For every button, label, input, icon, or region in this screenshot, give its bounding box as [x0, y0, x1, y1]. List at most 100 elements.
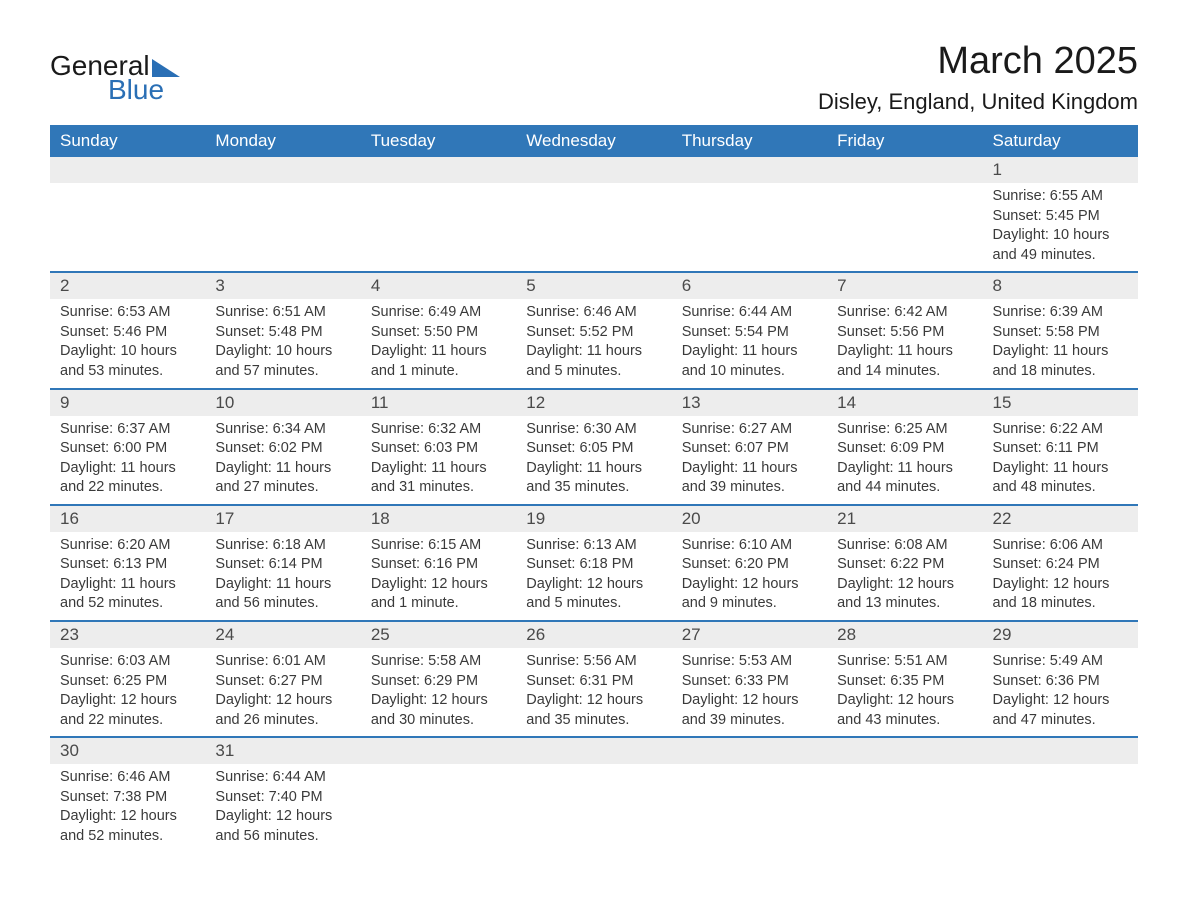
sunrise-text: Sunrise: 6:42 AM [837, 303, 972, 323]
sunrise-text: Sunrise: 6:39 AM [993, 303, 1128, 323]
daylight-text-line2: and 26 minutes. [215, 711, 350, 731]
day-details: Sunrise: 6:13 AMSunset: 6:18 PMDaylight:… [516, 532, 671, 620]
day-number: 13 [672, 390, 827, 416]
sunrise-text: Sunrise: 6:06 AM [993, 536, 1128, 556]
day-details: Sunrise: 6:15 AMSunset: 6:16 PMDaylight:… [361, 532, 516, 620]
daylight-text-line2: and 10 minutes. [682, 362, 817, 382]
sunrise-text: Sunrise: 6:20 AM [60, 536, 195, 556]
daylight-text-line2: and 39 minutes. [682, 478, 817, 498]
daylight-text-line2: and 56 minutes. [215, 827, 350, 847]
day-details: Sunrise: 6:01 AMSunset: 6:27 PMDaylight:… [205, 648, 360, 736]
daylight-text-line2: and 39 minutes. [682, 711, 817, 731]
calendar-day-cell: 28Sunrise: 5:51 AMSunset: 6:35 PMDayligh… [827, 621, 982, 737]
sunset-text: Sunset: 6:18 PM [526, 555, 661, 575]
day-number: 31 [205, 738, 360, 764]
calendar-day-cell: 8Sunrise: 6:39 AMSunset: 5:58 PMDaylight… [983, 272, 1138, 388]
day-number: 30 [50, 738, 205, 764]
sunrise-text: Sunrise: 6:49 AM [371, 303, 506, 323]
calendar-day-cell: 23Sunrise: 6:03 AMSunset: 6:25 PMDayligh… [50, 621, 205, 737]
calendar-day-cell: 25Sunrise: 5:58 AMSunset: 6:29 PMDayligh… [361, 621, 516, 737]
empty-day-number-bar [827, 157, 982, 183]
calendar-day-cell: 15Sunrise: 6:22 AMSunset: 6:11 PMDayligh… [983, 389, 1138, 505]
sunset-text: Sunset: 6:24 PM [993, 555, 1128, 575]
day-number: 6 [672, 273, 827, 299]
daylight-text-line2: and 52 minutes. [60, 594, 195, 614]
day-number: 12 [516, 390, 671, 416]
calendar-day-cell: 5Sunrise: 6:46 AMSunset: 5:52 PMDaylight… [516, 272, 671, 388]
sunset-text: Sunset: 6:36 PM [993, 672, 1128, 692]
day-number: 27 [672, 622, 827, 648]
calendar-day-cell: 7Sunrise: 6:42 AMSunset: 5:56 PMDaylight… [827, 272, 982, 388]
daylight-text-line2: and 5 minutes. [526, 594, 661, 614]
daylight-text-line2: and 35 minutes. [526, 711, 661, 731]
calendar-day-cell: 26Sunrise: 5:56 AMSunset: 6:31 PMDayligh… [516, 621, 671, 737]
month-title: March 2025 [818, 40, 1138, 83]
sunrise-text: Sunrise: 6:13 AM [526, 536, 661, 556]
daylight-text-line2: and 27 minutes. [215, 478, 350, 498]
daylight-text-line2: and 5 minutes. [526, 362, 661, 382]
day-number: 23 [50, 622, 205, 648]
calendar-day-cell: 20Sunrise: 6:10 AMSunset: 6:20 PMDayligh… [672, 505, 827, 621]
daylight-text-line2: and 1 minute. [371, 362, 506, 382]
day-details: Sunrise: 6:08 AMSunset: 6:22 PMDaylight:… [827, 532, 982, 620]
weekday-header: Friday [827, 125, 982, 157]
sunrise-text: Sunrise: 5:53 AM [682, 652, 817, 672]
sunset-text: Sunset: 5:54 PM [682, 323, 817, 343]
calendar-day-cell [516, 737, 671, 852]
daylight-text-line2: and 18 minutes. [993, 362, 1128, 382]
day-details: Sunrise: 6:06 AMSunset: 6:24 PMDaylight:… [983, 532, 1138, 620]
daylight-text-line2: and 48 minutes. [993, 478, 1128, 498]
daylight-text-line2: and 35 minutes. [526, 478, 661, 498]
daylight-text-line1: Daylight: 12 hours [682, 575, 817, 595]
day-details: Sunrise: 6:53 AMSunset: 5:46 PMDaylight:… [50, 299, 205, 387]
day-details: Sunrise: 6:44 AMSunset: 7:40 PMDaylight:… [205, 764, 360, 852]
sunrise-text: Sunrise: 6:22 AM [993, 420, 1128, 440]
day-number: 16 [50, 506, 205, 532]
sunset-text: Sunset: 6:00 PM [60, 439, 195, 459]
daylight-text-line2: and 22 minutes. [60, 478, 195, 498]
calendar-day-cell: 2Sunrise: 6:53 AMSunset: 5:46 PMDaylight… [50, 272, 205, 388]
sunset-text: Sunset: 6:27 PM [215, 672, 350, 692]
day-details: Sunrise: 6:03 AMSunset: 6:25 PMDaylight:… [50, 648, 205, 736]
calendar-day-cell: 1Sunrise: 6:55 AMSunset: 5:45 PMDaylight… [983, 157, 1138, 272]
weekday-header-row: Sunday Monday Tuesday Wednesday Thursday… [50, 125, 1138, 157]
day-details: Sunrise: 6:27 AMSunset: 6:07 PMDaylight:… [672, 416, 827, 504]
day-details: Sunrise: 6:22 AMSunset: 6:11 PMDaylight:… [983, 416, 1138, 504]
daylight-text-line2: and 14 minutes. [837, 362, 972, 382]
day-number: 22 [983, 506, 1138, 532]
day-number: 8 [983, 273, 1138, 299]
calendar-day-cell: 27Sunrise: 5:53 AMSunset: 6:33 PMDayligh… [672, 621, 827, 737]
calendar-day-cell: 31Sunrise: 6:44 AMSunset: 7:40 PMDayligh… [205, 737, 360, 852]
calendar-week-row: 9Sunrise: 6:37 AMSunset: 6:00 PMDaylight… [50, 389, 1138, 505]
day-details: Sunrise: 6:51 AMSunset: 5:48 PMDaylight:… [205, 299, 360, 387]
calendar-week-row: 23Sunrise: 6:03 AMSunset: 6:25 PMDayligh… [50, 621, 1138, 737]
sunset-text: Sunset: 5:46 PM [60, 323, 195, 343]
daylight-text-line1: Daylight: 12 hours [526, 691, 661, 711]
daylight-text-line1: Daylight: 12 hours [215, 807, 350, 827]
calendar-day-cell [205, 157, 360, 272]
calendar-day-cell [516, 157, 671, 272]
day-details: Sunrise: 6:39 AMSunset: 5:58 PMDaylight:… [983, 299, 1138, 387]
sunrise-text: Sunrise: 6:03 AM [60, 652, 195, 672]
daylight-text-line1: Daylight: 12 hours [371, 575, 506, 595]
daylight-text-line1: Daylight: 12 hours [60, 691, 195, 711]
day-details: Sunrise: 5:58 AMSunset: 6:29 PMDaylight:… [361, 648, 516, 736]
calendar-day-cell [672, 157, 827, 272]
daylight-text-line1: Daylight: 11 hours [371, 342, 506, 362]
sunrise-text: Sunrise: 6:08 AM [837, 536, 972, 556]
sunset-text: Sunset: 6:14 PM [215, 555, 350, 575]
day-number: 4 [361, 273, 516, 299]
day-number: 11 [361, 390, 516, 416]
day-details: Sunrise: 6:55 AMSunset: 5:45 PMDaylight:… [983, 183, 1138, 271]
sunrise-text: Sunrise: 6:01 AM [215, 652, 350, 672]
sunset-text: Sunset: 6:03 PM [371, 439, 506, 459]
day-number: 9 [50, 390, 205, 416]
daylight-text-line1: Daylight: 11 hours [682, 342, 817, 362]
day-details: Sunrise: 6:18 AMSunset: 6:14 PMDaylight:… [205, 532, 360, 620]
day-number: 19 [516, 506, 671, 532]
calendar-day-cell: 21Sunrise: 6:08 AMSunset: 6:22 PMDayligh… [827, 505, 982, 621]
empty-day-number-bar [983, 738, 1138, 764]
calendar-week-row: 2Sunrise: 6:53 AMSunset: 5:46 PMDaylight… [50, 272, 1138, 388]
sunset-text: Sunset: 6:07 PM [682, 439, 817, 459]
daylight-text-line1: Daylight: 12 hours [993, 691, 1128, 711]
